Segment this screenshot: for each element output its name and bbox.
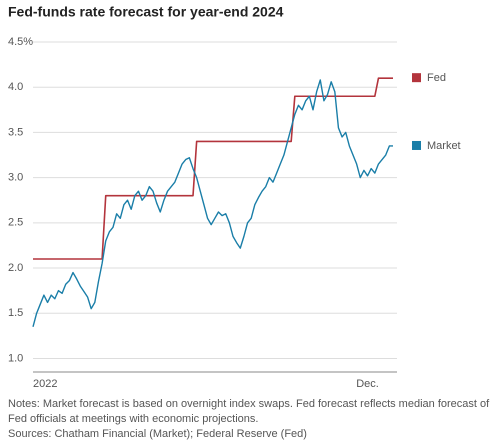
legend-swatch (412, 140, 421, 150)
y-tick-label: 3.0 (8, 172, 23, 184)
y-tick-label: 1.0 (8, 352, 23, 364)
y-tick-label: 4.5% (8, 36, 33, 48)
y-tick-label: 4.0 (8, 81, 23, 93)
source: Sources: Chatham Financial (Market); Fed… (8, 428, 307, 440)
notes-block: Notes: Market forecast is based on overn… (8, 397, 496, 442)
legend-label: Market (427, 140, 461, 152)
legend-swatch (412, 73, 421, 83)
y-tick-label: 3.5 (8, 126, 23, 138)
y-tick-label: 1.5 (8, 307, 23, 319)
notes: Notes: Market forecast is based on overn… (8, 398, 490, 425)
series-line (32, 79, 393, 327)
x-tick-label: 2022 (33, 378, 57, 390)
legend-label: Fed (427, 72, 446, 84)
chart: Fed-funds rate forecast for year-end 202… (8, 4, 461, 390)
x-tick-label: Dec. (356, 378, 379, 390)
y-tick-label: 2.0 (8, 262, 23, 274)
series-line (33, 77, 393, 260)
y-tick-label: 2.5 (8, 217, 23, 229)
chart-title: Fed-funds rate forecast for year-end 202… (8, 4, 284, 20)
